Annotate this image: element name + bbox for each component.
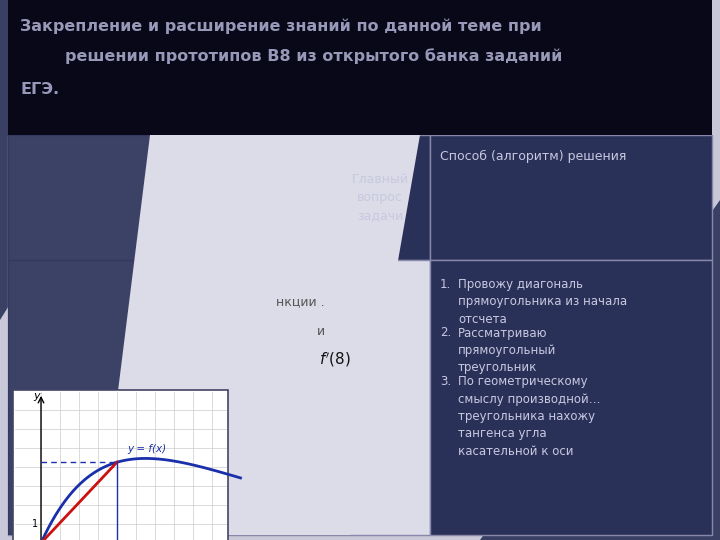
Bar xyxy=(330,135,430,260)
Text: y = f(x): y = f(x) xyxy=(127,444,166,455)
Text: нкции .: нкции . xyxy=(276,295,325,308)
Text: Способ (алгоритм) решения: Способ (алгоритм) решения xyxy=(440,150,626,163)
Text: решении прототипов B8 из открытого банка заданий: решении прототипов B8 из открытого банка… xyxy=(20,48,562,64)
Bar xyxy=(8,260,330,535)
Bar xyxy=(8,0,712,135)
Bar xyxy=(13,390,228,540)
Text: Провожу диагональ
прямоугольника из начала
отсчета: Провожу диагональ прямоугольника из нача… xyxy=(458,278,627,326)
Text: 1: 1 xyxy=(32,519,38,529)
Polygon shape xyxy=(480,200,720,540)
Bar xyxy=(430,260,712,535)
Text: 1.: 1. xyxy=(440,278,451,291)
Text: Закрепление и расширение знаний по данной теме при: Закрепление и расширение знаний по данно… xyxy=(20,18,541,33)
Polygon shape xyxy=(0,0,200,320)
Text: 2.: 2. xyxy=(440,327,451,340)
Bar xyxy=(430,135,712,260)
Text: По геометрическому
смыслу производной…
треугольника нахожу
тангенса угла
касател: По геометрическому смыслу производной… т… xyxy=(458,375,600,458)
Text: y: y xyxy=(33,391,40,401)
Text: Главный
вопрос
задачи: Главный вопрос задачи xyxy=(351,173,408,222)
Text: 3.: 3. xyxy=(440,375,451,388)
Text: Рассматриваю
прямоугольный
треугольник: Рассматриваю прямоугольный треугольник xyxy=(458,327,557,375)
Polygon shape xyxy=(100,135,420,535)
Bar xyxy=(330,260,430,535)
Polygon shape xyxy=(8,135,420,535)
Text: ЕГЭ.: ЕГЭ. xyxy=(20,82,59,97)
Bar xyxy=(8,135,330,260)
Text: $f'(8)$: $f'(8)$ xyxy=(319,350,351,369)
Text: и: и xyxy=(317,325,325,338)
